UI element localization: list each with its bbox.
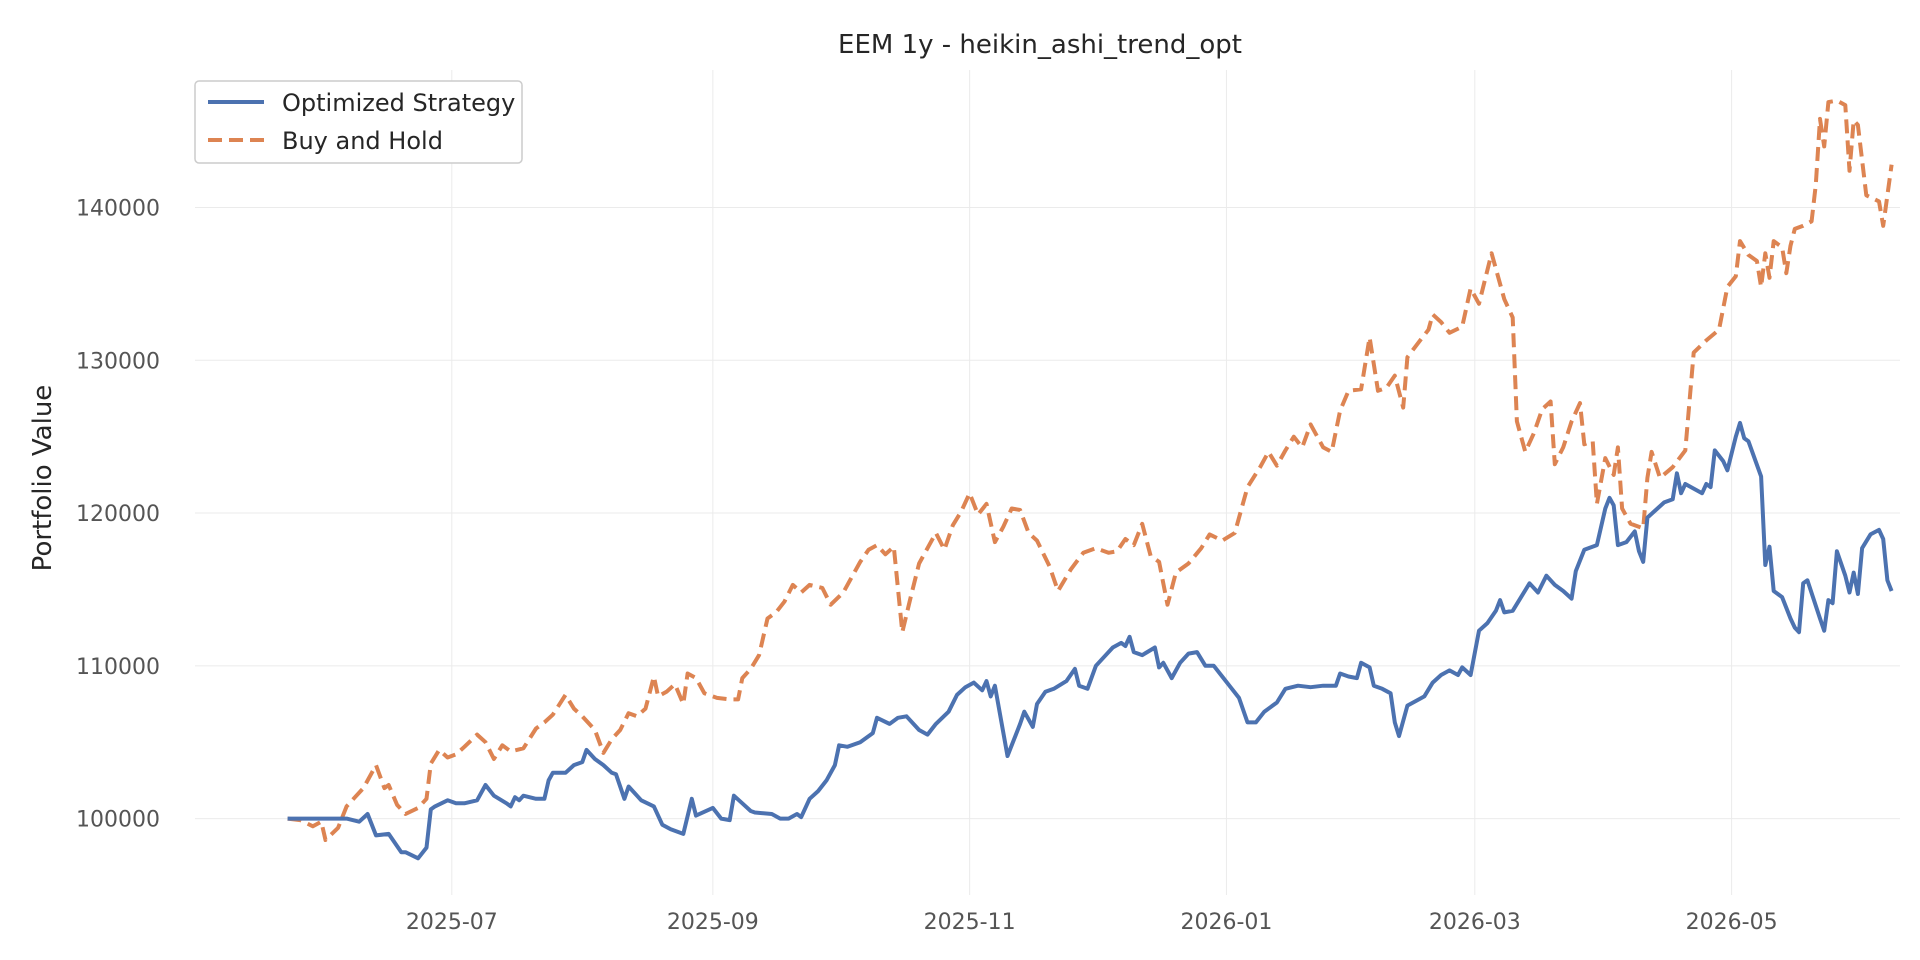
y-axis-ticks: 100000 110000 120000 130000 140000	[76, 197, 160, 833]
legend-frame	[194, 80, 523, 164]
x-axis-ticks: 2025-07 2025-09 2025-11 2026-01 2026-03 2026-…	[406, 910, 1778, 935]
series-line-optimized-strategy	[287, 420, 1894, 861]
legend: Optimized Strategy Buy and Hold	[194, 80, 523, 164]
grid-lines	[195, 70, 1900, 895]
y-tick-label: 100000	[76, 808, 160, 833]
x-tick-label: 2025-09	[667, 910, 759, 935]
y-tick-label: 140000	[76, 197, 160, 222]
chart-title: EEM 1y - heikin_ashi_trend_opt	[838, 30, 1242, 60]
x-tick-label: 2026-05	[1686, 910, 1778, 935]
legend-label-buy-and-hold: Buy and Hold	[282, 127, 443, 155]
x-tick-label: 2026-01	[1180, 910, 1272, 935]
x-tick-label: 2025-07	[406, 910, 498, 935]
x-tick-label: 2026-03	[1429, 910, 1521, 935]
legend-label-optimized-strategy: Optimized Strategy	[282, 89, 515, 117]
series-line-buy-and-hold	[287, 98, 1894, 842]
y-tick-label: 120000	[76, 502, 160, 527]
x-tick-label: 2025-11	[924, 910, 1016, 935]
y-tick-label: 110000	[76, 655, 160, 680]
y-tick-label: 130000	[76, 349, 160, 374]
series-layer	[287, 98, 1894, 861]
y-axis-label: Portfolio Value	[28, 385, 58, 572]
